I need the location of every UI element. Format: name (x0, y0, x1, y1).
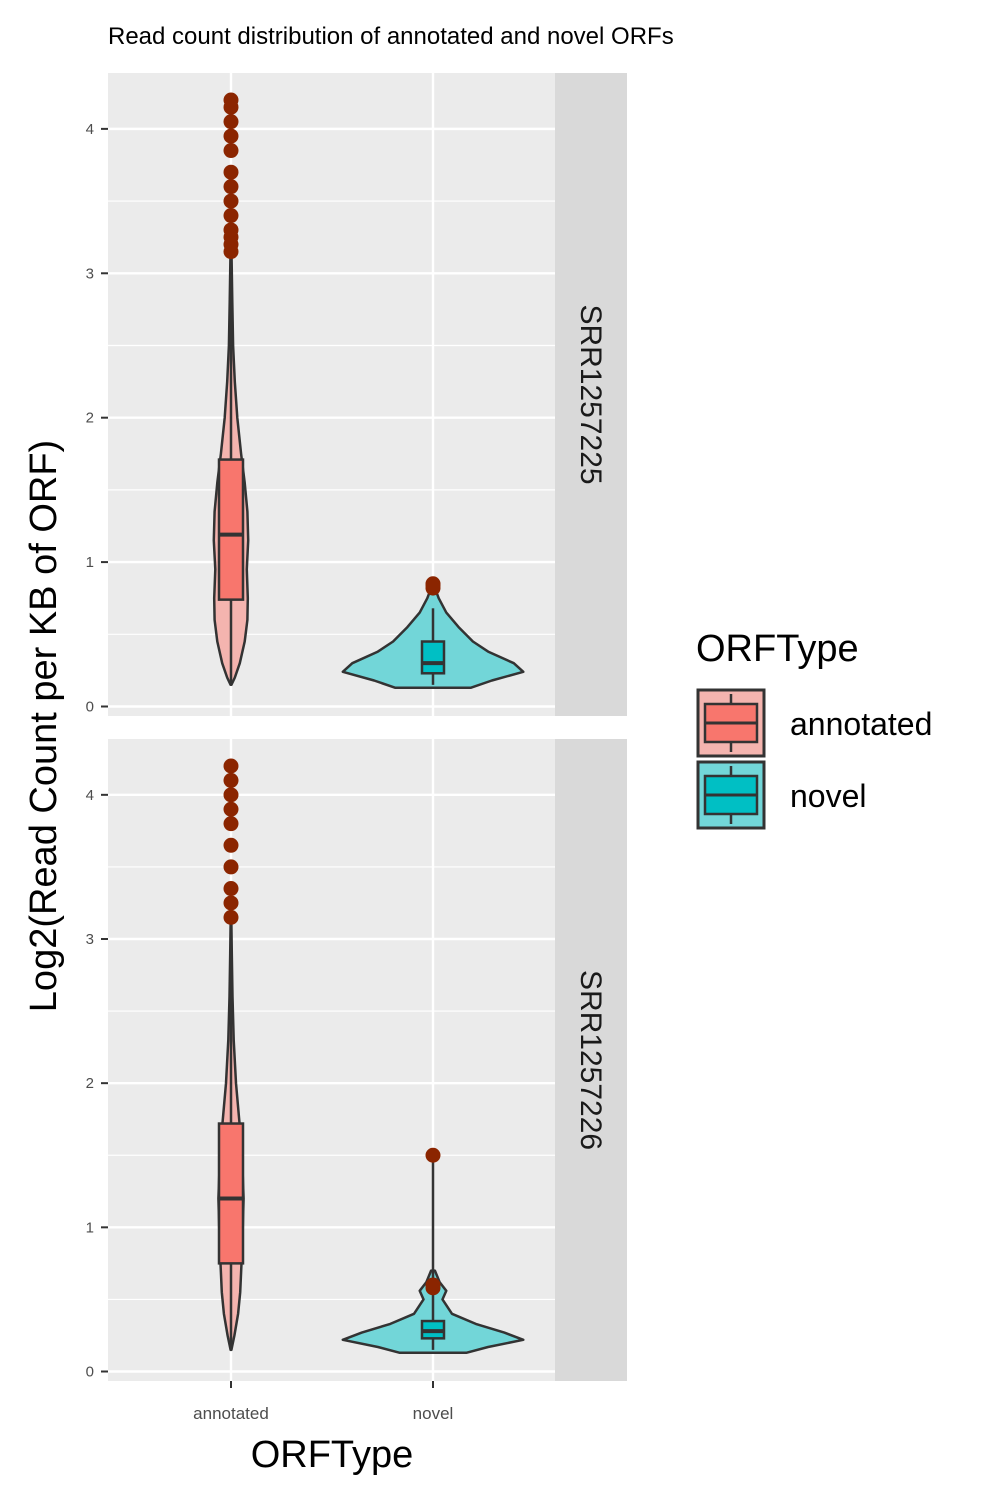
group-annotated (212, 92, 250, 687)
outlier-point (223, 859, 239, 875)
facet-strip-label: SRR1257226 (574, 970, 607, 1150)
outlier-point (223, 772, 239, 788)
box (217, 1122, 245, 1265)
legend-label: annotated (790, 706, 932, 742)
outlier-point (223, 164, 239, 180)
facet-panel: 0 1 2 3 4 SRR1257226 (86, 739, 627, 1381)
legend-title: ORFType (696, 628, 859, 670)
x-tick-label: annotated (193, 1404, 269, 1423)
facet-strip-label: SRR1257225 (574, 304, 607, 484)
y-tick-label: 0 (86, 1364, 94, 1381)
panel-background (108, 73, 555, 716)
outlier-point (223, 895, 239, 911)
y-tick-label: 0 (86, 699, 94, 716)
outlier-point (425, 576, 441, 592)
y-axis-title: Log2(Read Count per KB of ORF) (23, 440, 65, 1012)
legend-entry: novel (696, 760, 867, 830)
facet-panels: 0 1 2 3 4 SRR1257225 0 1 2 3 4 SRR1257226 (86, 73, 627, 1381)
group-annotated (217, 758, 245, 1352)
outlier-point (223, 208, 239, 224)
outlier-point (425, 1147, 441, 1163)
outlier-point (223, 222, 239, 238)
outlier-point (425, 1277, 441, 1293)
outlier-point (223, 143, 239, 159)
chart-title: Read count distribution of annotated and… (108, 23, 674, 50)
y-tick-label: 2 (86, 410, 94, 427)
x-axis-ticks: annotated novel (193, 1381, 453, 1423)
box (217, 458, 245, 601)
y-tick-label: 1 (86, 554, 94, 571)
outlier-point (223, 881, 239, 897)
outlier-point (223, 787, 239, 803)
y-tick-label: 2 (86, 1075, 94, 1092)
outlier-point (223, 909, 239, 925)
y-tick-label: 4 (86, 787, 94, 804)
outlier-point (223, 128, 239, 144)
legend-entry: annotated (696, 688, 932, 758)
outlier-point (223, 179, 239, 195)
facet-panel: 0 1 2 3 4 SRR1257225 (86, 73, 627, 716)
legend-label: novel (790, 778, 867, 814)
y-tick-label: 3 (86, 265, 94, 282)
facet-strip (555, 739, 627, 1381)
outlier-point (223, 758, 239, 774)
box (420, 640, 446, 675)
y-tick-label: 3 (86, 931, 94, 948)
x-tick-label: novel (413, 1404, 454, 1423)
outlier-point (223, 837, 239, 853)
outlier-point (223, 193, 239, 209)
panel-background (108, 739, 555, 1381)
y-tick-label: 1 (86, 1219, 94, 1236)
x-axis-title: ORFType (251, 1434, 414, 1476)
facet-strip (555, 73, 627, 716)
y-tick-label: 4 (86, 121, 94, 138)
group-novel (341, 1147, 525, 1355)
group-novel (341, 576, 525, 689)
outlier-point (223, 92, 239, 108)
outlier-point (223, 114, 239, 130)
outlier-point (223, 801, 239, 817)
legend: ORFType annotated novel (696, 628, 932, 830)
outlier-point (223, 816, 239, 832)
